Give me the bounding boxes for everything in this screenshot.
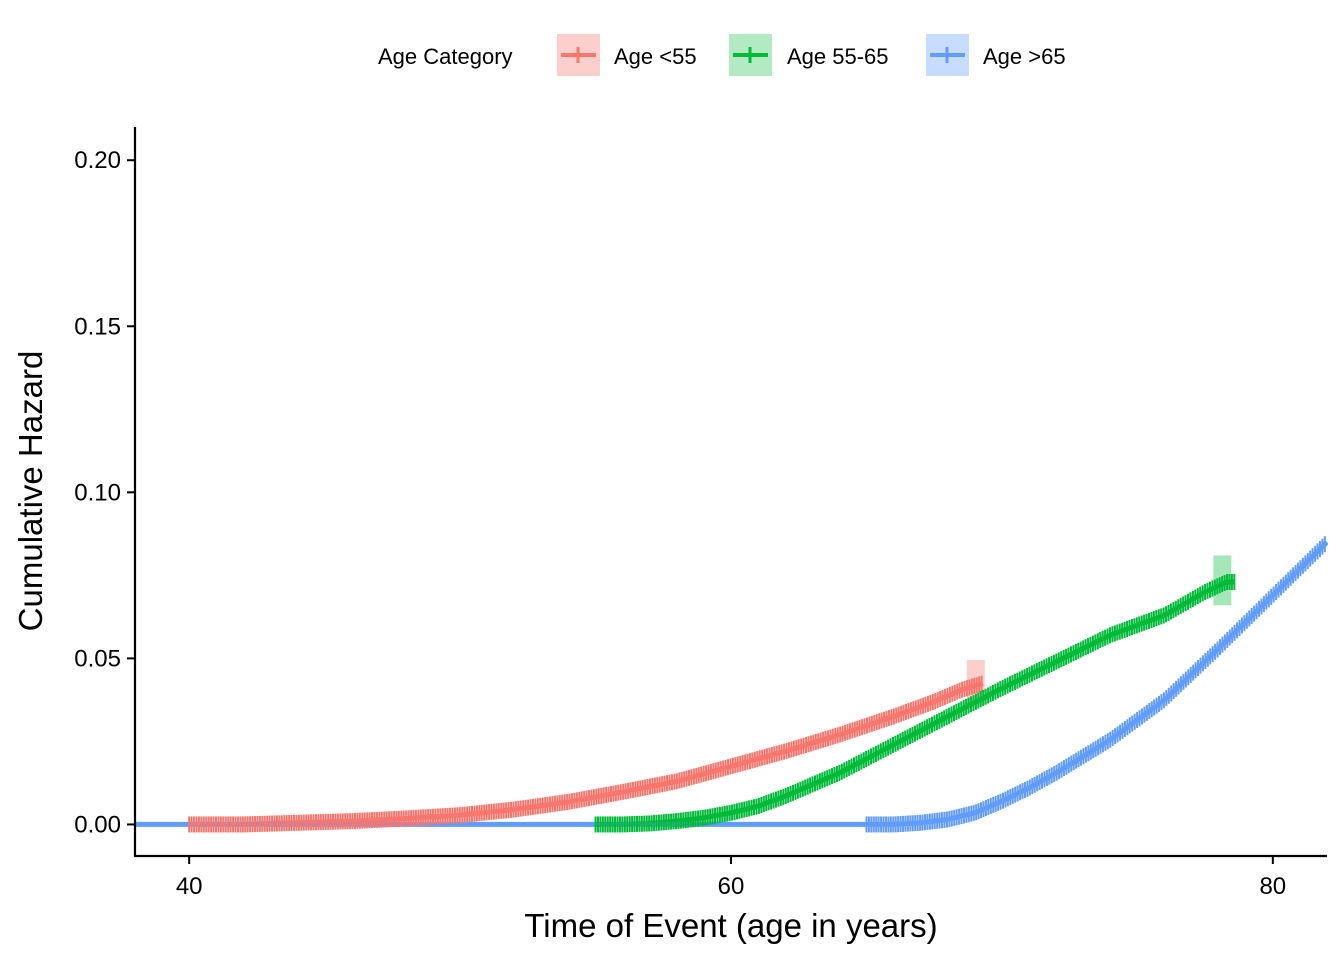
x-axis-title: Time of Event (age in years) — [524, 907, 937, 944]
series-line-age-over-65 — [136, 540, 1328, 827]
y-axis-ticks: 0.00 0.05 0.10 0.15 0.20 — [74, 147, 135, 838]
legend-title: Age Category — [378, 44, 513, 69]
legend: Age Category Age <55 Age 55-65 Age >65 — [378, 34, 1066, 76]
x-tick-label: 60 — [718, 873, 745, 900]
series-lines — [136, 540, 1328, 827]
censor-marks — [188, 536, 1326, 833]
legend-label-age-under-55: Age <55 — [614, 44, 697, 69]
x-tick-label: 80 — [1259, 873, 1286, 900]
legend-item-age-under-55: Age <55 — [557, 34, 697, 76]
legend-item-age-55-65: Age 55-65 — [729, 34, 889, 76]
y-tick-label: 0.05 — [74, 645, 121, 672]
y-tick-label: 0.15 — [74, 313, 121, 340]
y-tick-label: 0.00 — [74, 811, 121, 838]
y-axis-title: Cumulative Hazard — [12, 351, 49, 632]
x-tick-label: 40 — [176, 873, 203, 900]
legend-item-age-over-65: Age >65 — [926, 34, 1066, 76]
x-axis-ticks: 40 60 80 — [176, 856, 1286, 900]
y-tick-label: 0.10 — [74, 479, 121, 506]
legend-label-age-55-65: Age 55-65 — [787, 44, 889, 69]
legend-label-age-over-65: Age >65 — [983, 44, 1066, 69]
y-tick-label: 0.20 — [74, 147, 121, 174]
